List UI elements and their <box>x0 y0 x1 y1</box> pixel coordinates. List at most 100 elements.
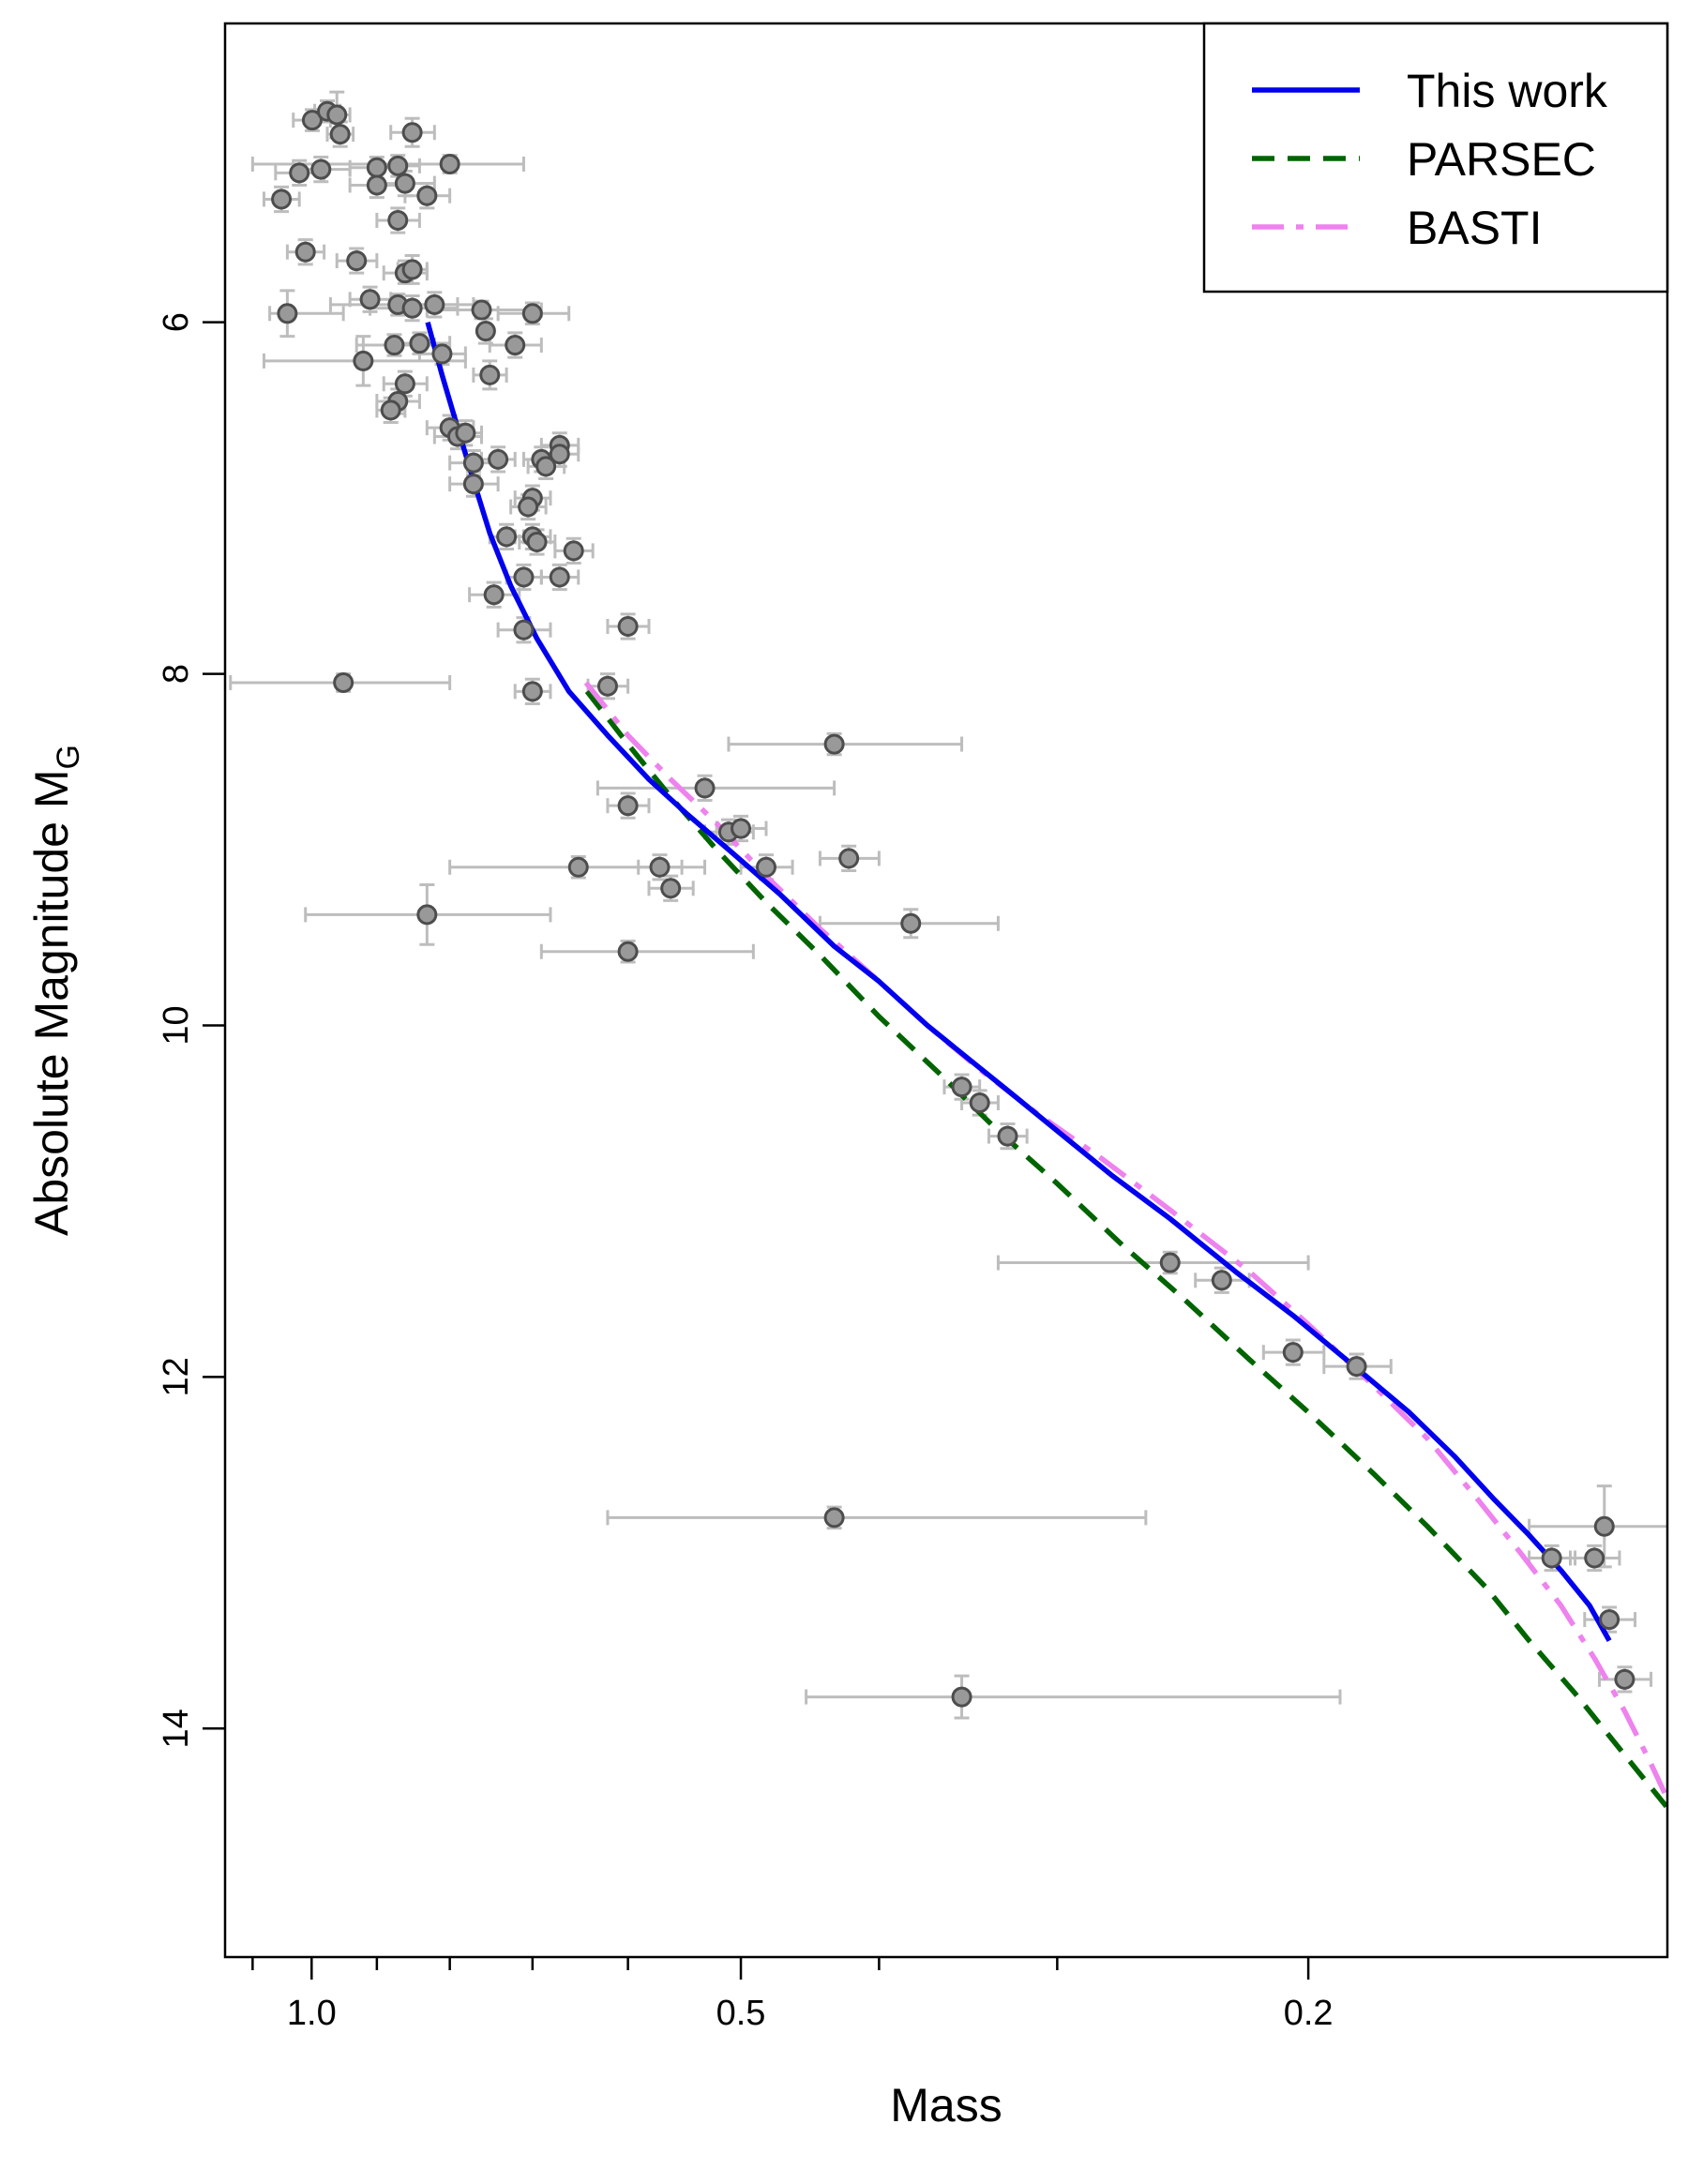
data-point-3 <box>329 124 351 145</box>
error-bar-86 <box>805 1674 1342 1720</box>
data-point-83 <box>1584 1547 1605 1569</box>
data-point-74 <box>969 1092 990 1113</box>
data-point-10 <box>271 188 293 210</box>
data-point-47 <box>518 496 539 518</box>
data-point-81 <box>1541 1547 1562 1569</box>
data-point-56 <box>617 615 639 637</box>
data-point-65 <box>649 856 671 878</box>
data-point-61 <box>694 777 716 799</box>
data-point-66 <box>755 856 776 878</box>
curve-this-work <box>425 321 1612 1642</box>
x-axis-title: Mass <box>890 2079 1002 2131</box>
data-point-77 <box>1211 1270 1232 1291</box>
data-point-52 <box>513 566 535 588</box>
plot-frame <box>223 22 1669 1959</box>
data-point-16 <box>346 250 368 272</box>
data-point-32 <box>479 364 501 385</box>
error-bars <box>229 90 1667 1720</box>
data-point-59 <box>596 675 618 697</box>
data-point-86 <box>951 1686 972 1708</box>
error-bar-61 <box>595 774 836 803</box>
y-tick-label-3: 12 <box>157 1357 196 1396</box>
curve-basti <box>583 681 1667 1800</box>
data-point-0 <box>301 110 323 131</box>
data-point-40 <box>549 444 570 465</box>
data-point-67 <box>838 848 860 869</box>
x-tick-label-2: 0.2 <box>1284 1994 1334 2033</box>
legend: This work PARSEC BASTI <box>1202 22 1669 294</box>
legend-box <box>1202 22 1669 294</box>
x-tick-label-1: 0.5 <box>716 1994 766 2033</box>
data-point-24 <box>521 303 543 324</box>
data-point-23 <box>471 299 492 321</box>
data-point-64 <box>731 818 752 839</box>
data-point-11 <box>366 174 387 196</box>
data-point-19 <box>359 289 381 310</box>
data-point-35 <box>380 399 401 421</box>
data-point-8 <box>310 158 332 180</box>
error-bar-80 <box>606 1505 1148 1530</box>
data-point-29 <box>431 343 453 365</box>
data-point-78 <box>1282 1342 1304 1363</box>
data-point-14 <box>387 209 409 231</box>
data-point-42 <box>488 448 509 470</box>
y-axis-title: Absolute Magnitude MG <box>25 745 86 1236</box>
data-point-84 <box>1599 1609 1620 1631</box>
error-bar-71 <box>539 940 755 964</box>
data-point-7 <box>387 155 409 176</box>
data-point-53 <box>549 566 570 588</box>
data-point-72 <box>900 912 922 934</box>
data-point-38 <box>455 422 476 444</box>
data-point-48 <box>496 526 518 548</box>
legend-label-1: PARSEC <box>1407 133 1596 186</box>
data-point-6 <box>366 157 387 178</box>
data-point-60 <box>823 733 845 755</box>
data-points <box>271 100 1635 1708</box>
data-point-4 <box>401 122 423 143</box>
data-point-33 <box>394 373 415 395</box>
data-point-22 <box>424 294 445 315</box>
data-point-70 <box>660 878 682 899</box>
data-point-50 <box>526 531 548 552</box>
y-tick-label-1: 8 <box>157 664 196 684</box>
legend-label-0: This work <box>1407 65 1608 117</box>
data-point-76 <box>1159 1252 1181 1273</box>
data-point-57 <box>333 671 354 693</box>
data-point-54 <box>483 584 505 606</box>
model-curves <box>425 321 1667 1810</box>
y-tick-label-0: 6 <box>157 312 196 332</box>
error-bar-60 <box>727 731 964 757</box>
y-axis: 6 8 10 12 14 <box>157 312 225 1748</box>
data-point-69 <box>416 904 438 926</box>
data-point-5 <box>439 153 460 174</box>
data-point-55 <box>513 619 535 640</box>
x-axis: 1.0 0.5 0.2 <box>251 1957 1334 2033</box>
data-point-12 <box>394 173 415 194</box>
data-point-26 <box>475 321 496 342</box>
x-tick-label-0: 1.0 <box>287 1994 337 2033</box>
data-point-25 <box>277 303 298 324</box>
data-point-71 <box>617 941 639 962</box>
y-tick-label-2: 10 <box>157 1005 196 1045</box>
data-point-68 <box>567 856 589 878</box>
data-point-80 <box>823 1507 845 1529</box>
data-point-31 <box>353 350 374 371</box>
data-point-15 <box>294 241 316 263</box>
data-point-73 <box>951 1077 972 1098</box>
y-axis-title-main: Absolute Magnitude M <box>25 769 78 1236</box>
data-point-30 <box>505 335 526 356</box>
data-point-9 <box>289 162 310 184</box>
data-point-62 <box>617 795 639 817</box>
plot-area <box>229 90 1667 1810</box>
data-point-82 <box>1593 1515 1615 1537</box>
y-axis-title-subscript: G <box>51 745 86 769</box>
data-point-27 <box>409 333 430 354</box>
data-point-75 <box>997 1125 1018 1147</box>
y-tick-label-4: 14 <box>157 1709 196 1748</box>
data-point-13 <box>416 185 438 206</box>
data-point-58 <box>521 681 543 702</box>
legend-label-2: BASTI <box>1407 202 1542 254</box>
data-point-2 <box>326 104 348 126</box>
data-point-44 <box>462 452 484 474</box>
